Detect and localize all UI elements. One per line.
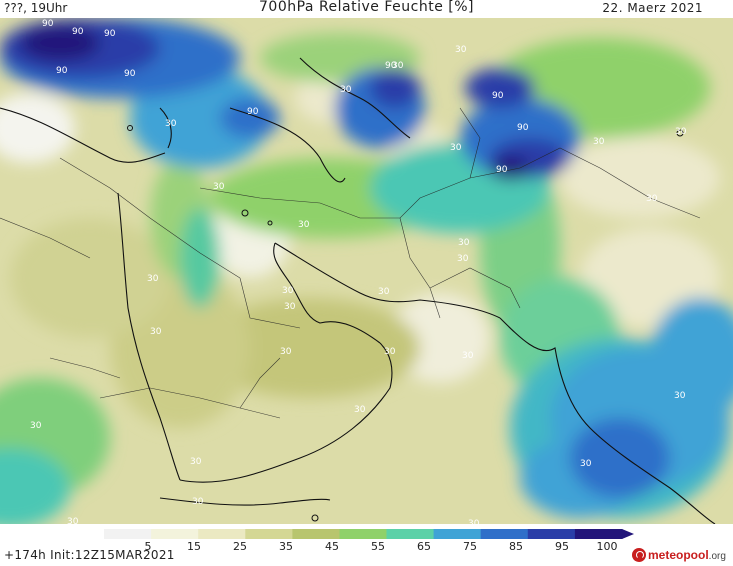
valid-date-label: 22. Maerz 2021 — [602, 1, 703, 15]
contour-label: 30 — [457, 254, 469, 264]
colorbar-cell — [104, 529, 152, 539]
contour-label: 30 — [384, 347, 396, 357]
contour-label: 30 — [30, 421, 42, 431]
colorbar-labels: 5 15 25 35 45 55 65 75 85 95 100 — [0, 540, 733, 554]
contour-label: 30 — [450, 143, 462, 153]
contour-label: 90 — [385, 61, 397, 71]
humidity-map: 90 90 90 90 90 90 90 90 90 90 30 30 30 3… — [0, 18, 733, 524]
colorbar-label: 100 — [596, 540, 618, 553]
colorbar-cell — [574, 529, 623, 539]
meteopool-logo[interactable]: meteopool.org — [632, 546, 726, 564]
meteopool-logo-icon — [632, 548, 646, 562]
contour-label: 90 — [492, 91, 504, 101]
colorbar-cell — [527, 529, 576, 539]
contour-label: 30 — [282, 286, 294, 296]
contour-label: 90 — [247, 107, 259, 117]
contour-label: 30 — [213, 182, 225, 192]
colorbar-arrow — [622, 529, 634, 539]
contour-labels-30: 30 30 30 30 30 30 30 30 30 30 30 30 30 3… — [30, 45, 687, 524]
header-bar: ???, 19Uhr 700hPa Relative Feuchte [%] 2… — [0, 0, 733, 18]
contour-label: 30 — [192, 497, 204, 507]
contour-label: 30 — [378, 287, 390, 297]
contour-label: 30 — [593, 137, 605, 147]
contour-labels-90: 90 90 90 90 90 90 90 90 90 90 — [42, 19, 529, 175]
contour-label: 30 — [284, 302, 296, 312]
contour-label: 30 — [190, 457, 202, 467]
islands — [127, 125, 684, 522]
footer: 5 15 25 35 45 55 65 75 85 95 100 +174h I… — [0, 524, 733, 566]
contour-label: 30 — [165, 119, 177, 129]
contour-label: 30 — [150, 327, 162, 337]
contour-label: 30 — [67, 517, 79, 524]
colorbar — [104, 529, 634, 539]
colorbar-label: 35 — [279, 540, 293, 553]
logo-name: meteopool — [648, 548, 709, 562]
colorbar-cell — [433, 529, 482, 539]
colorbar-cell — [386, 529, 435, 539]
contour-label: 90 — [124, 69, 136, 79]
contour-label: 30 — [458, 238, 470, 248]
contour-label: 90 — [517, 123, 529, 133]
contour-label: 30 — [455, 45, 467, 55]
colorbar-label: 45 — [325, 540, 339, 553]
colorbar-cell — [198, 529, 246, 539]
colorbar-label: 5 — [144, 540, 152, 553]
contour-label: 30 — [674, 391, 686, 401]
contour-label: 90 — [42, 19, 54, 29]
contour-label: 90 — [56, 66, 68, 76]
contour-label: 30 — [340, 85, 352, 95]
contour-label: 90 — [496, 165, 508, 175]
contour-label: 30 — [147, 274, 159, 284]
logo-tld: .org — [708, 551, 726, 562]
colorbar-label: 75 — [463, 540, 477, 553]
contour-label: 30 — [580, 459, 592, 469]
colorbar-label: 65 — [417, 540, 431, 553]
colorbar-label: 85 — [509, 540, 523, 553]
forecast-init-label: +174h Init:12Z15MAR2021 — [4, 548, 175, 562]
contour-label: 30 — [392, 61, 404, 71]
colorbar-label: 25 — [233, 540, 247, 553]
colorbar-label: 95 — [555, 540, 569, 553]
colorbar-cell — [151, 529, 199, 539]
contour-label: 30 — [462, 351, 474, 361]
colorbar-cell — [292, 529, 340, 539]
contour-label: 90 — [104, 29, 116, 39]
colorbar-cell — [480, 529, 529, 539]
colorbar-cell — [339, 529, 388, 539]
colorbar-cell — [245, 529, 293, 539]
colorbar-label: 55 — [371, 540, 385, 553]
contour-label: 90 — [72, 27, 84, 37]
country-borders — [0, 107, 701, 419]
valid-day-label: ???, 19Uhr — [4, 1, 68, 15]
contour-label: 30 — [646, 194, 658, 204]
contour-label: 30 — [468, 519, 480, 524]
colorbar-label: 15 — [187, 540, 201, 553]
contour-label: 30 — [675, 127, 687, 137]
logo-text: meteopool.org — [648, 548, 726, 562]
coastlines — [0, 57, 716, 524]
contour-label: 30 — [298, 220, 310, 230]
contour-label: 30 — [280, 347, 292, 357]
contour-label: 30 — [354, 405, 366, 415]
map-title: 700hPa Relative Feuchte [%] — [259, 0, 474, 15]
